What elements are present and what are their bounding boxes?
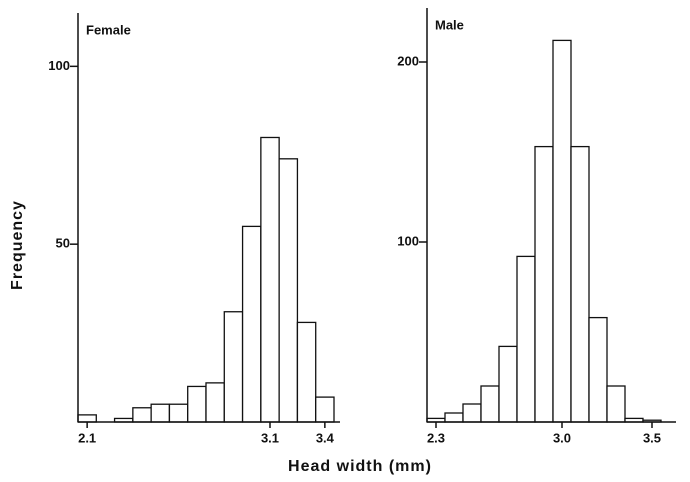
x-tick-label: 3.1 — [261, 430, 279, 445]
y-tick-label: 100 — [48, 58, 70, 73]
y-axis-label: Frequency — [9, 200, 26, 290]
bar — [278, 158, 299, 423]
panel-title: Male — [435, 17, 464, 32]
x-tick-label: 3.0 — [553, 430, 571, 445]
bar — [588, 316, 608, 423]
bar — [260, 136, 280, 423]
bar — [150, 403, 171, 423]
y-tick-label: 100 — [397, 233, 419, 248]
bar — [315, 396, 335, 423]
bar — [516, 255, 536, 423]
bar — [480, 385, 500, 423]
bar — [552, 39, 572, 423]
x-tick-label: 3.5 — [643, 430, 661, 445]
y-tick-label: 50 — [56, 236, 70, 251]
bar — [498, 345, 518, 423]
bar — [534, 145, 554, 423]
bar — [462, 403, 482, 423]
bar — [444, 412, 464, 423]
x-tick-label: 2.3 — [427, 430, 445, 445]
bar — [241, 225, 262, 423]
x-tick-label: 2.1 — [78, 430, 96, 445]
bar — [168, 403, 189, 423]
bar — [296, 321, 317, 423]
bar — [77, 414, 97, 423]
x-axis-label: Head width (mm) — [288, 458, 432, 475]
bar — [606, 385, 626, 423]
bar — [223, 311, 244, 423]
bar — [205, 382, 225, 423]
y-tick-label: 200 — [397, 53, 419, 68]
x-tick-label: 3.4 — [316, 430, 335, 445]
bar — [570, 145, 590, 423]
bar — [132, 407, 152, 423]
panel-title: Female — [86, 22, 131, 37]
bar — [187, 385, 207, 423]
